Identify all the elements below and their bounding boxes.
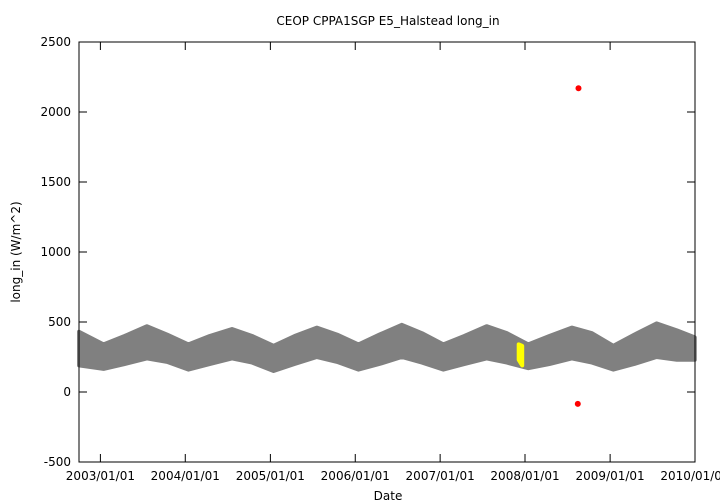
data-point-1 [574,400,581,407]
x-tick-label: 2007/01/01 [406,469,475,483]
y-tick-label: 2500 [40,35,71,49]
y-tick-label: -500 [44,455,71,469]
y-tick-label: 1500 [40,175,71,189]
x-tick-label: 2004/01/01 [151,469,220,483]
data-band-series-1 [516,342,525,368]
x-tick-label: 2006/01/01 [321,469,390,483]
x-tick-label: 2008/01/01 [490,469,559,483]
chart-title: CEOP CPPA1SGP E5_Halstead long_in [276,14,499,28]
x-tick-label: 2005/01/01 [236,469,305,483]
y-tick-label: 2000 [40,105,71,119]
x-axis-label: Date [374,489,403,503]
data-band-series-0 [77,321,697,373]
y-tick-label: 500 [48,315,71,329]
plot-frame [78,41,696,463]
data-point-0 [575,85,582,92]
plot-area [77,85,697,407]
x-axis: 2003/01/01 2004/01/01 2005/01/01 2006/01/01… [66,42,720,483]
x-tick-label: 2010/01/01 [660,469,720,483]
x-tick-label: 2003/01/01 [66,469,135,483]
y-tick-label: 1000 [40,245,71,259]
y-axis: -500 0 500 1000 1500 2000 2500 [40,35,695,469]
y-tick-label: 0 [63,385,71,399]
y-axis-label: long_in (W/m^2) [9,201,23,302]
x-tick-label: 2009/01/01 [576,469,645,483]
